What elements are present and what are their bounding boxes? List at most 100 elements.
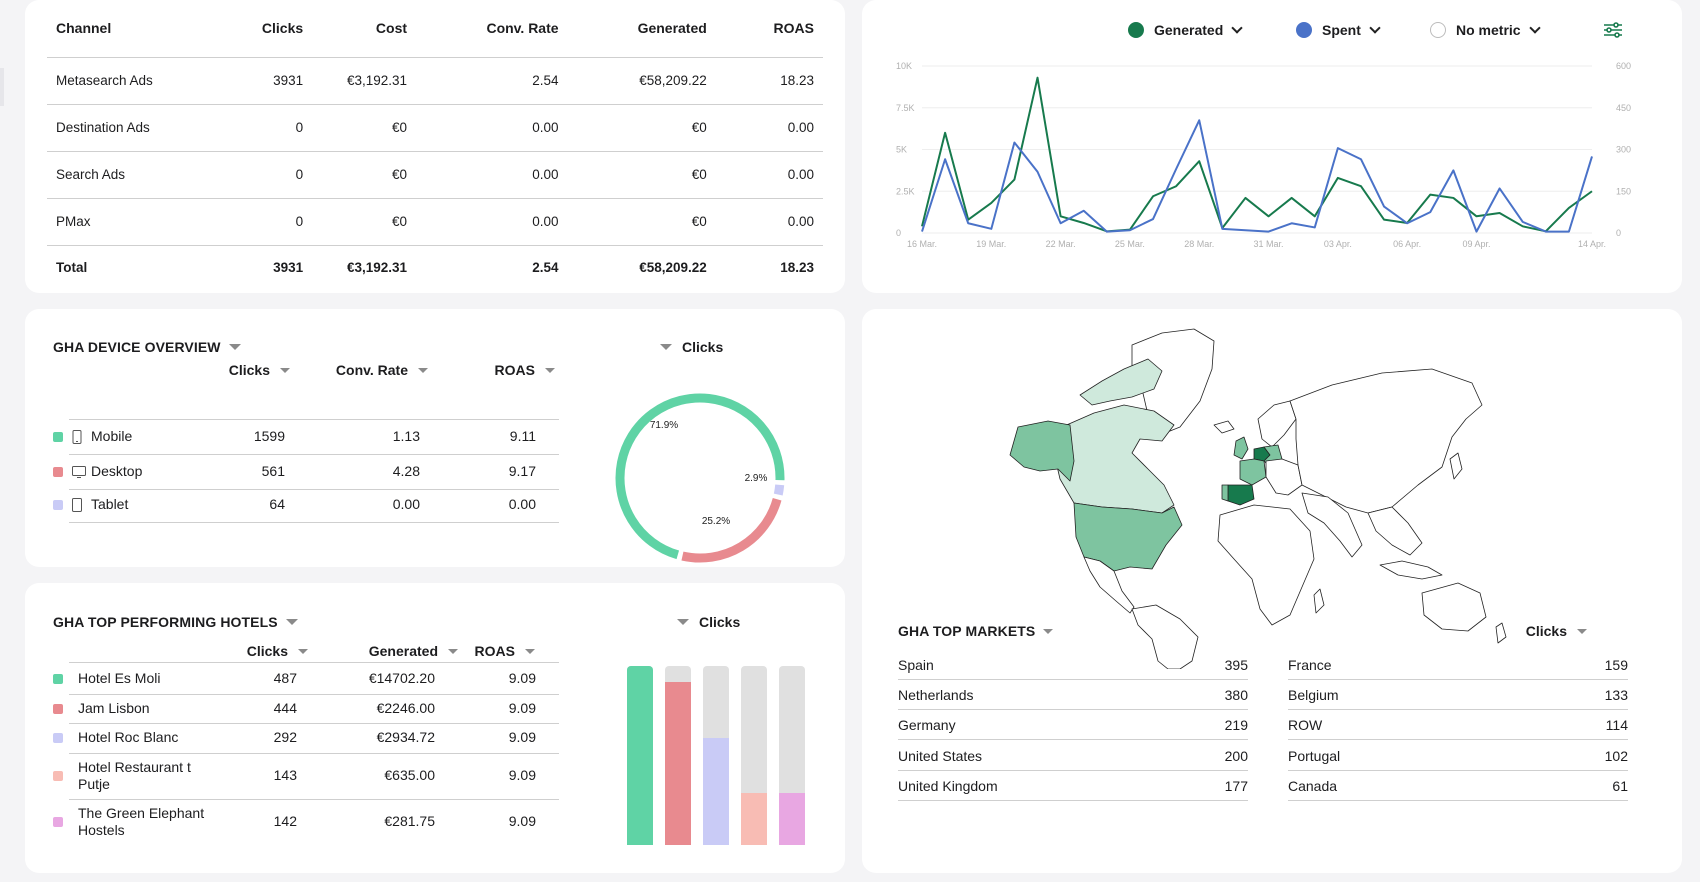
markets-metric-selector[interactable]: Clicks	[1526, 623, 1587, 639]
hotel-roas: 9.09	[508, 767, 536, 783]
y-left-tick-label: 10K	[896, 61, 912, 71]
market-row: Netherlands 380	[898, 687, 1248, 710]
device-conv-rate: 4.28	[392, 463, 420, 479]
market-value: 159	[1604, 657, 1628, 673]
device-name: Mobile	[91, 428, 133, 444]
legend-spent[interactable]: Spent	[1296, 21, 1381, 38]
scrollbar-edge	[0, 68, 4, 106]
map-region-canada-islands	[1079, 358, 1163, 406]
total-cell: Total	[56, 260, 88, 276]
table-cell: PMax	[47, 198, 210, 246]
table-cell: €0	[567, 104, 716, 152]
total-cell: 3931	[273, 260, 304, 276]
market-value: 395	[1224, 657, 1248, 673]
device-conv-rate: 0.00	[392, 496, 420, 512]
map-region-uk	[1233, 436, 1249, 460]
sliders-icon[interactable]	[1602, 20, 1624, 40]
hotel-column-header[interactable]: ROAS	[435, 643, 535, 659]
market-country: United States	[898, 748, 983, 764]
legend-swatch	[53, 733, 63, 743]
hotels-metric-selector[interactable]: Clicks	[677, 614, 740, 630]
top-markets-title[interactable]: GHA TOP MARKETS	[898, 623, 1054, 639]
map-region-canada	[1053, 404, 1175, 514]
market-value: 114	[1605, 717, 1628, 733]
device-overview-title-text: GHA DEVICE OVERVIEW	[53, 339, 221, 355]
table-cell: €0	[312, 198, 417, 246]
caret-down-icon	[448, 648, 458, 654]
legend-generated[interactable]: Generated	[1128, 21, 1243, 38]
table-row: Metasearch Ads 3931 €3,192.31 2.54 €58,209.2…	[47, 57, 823, 105]
table-cell: 0	[209, 198, 313, 246]
mobile-phone-icon	[72, 430, 82, 449]
spent-dot-icon	[1296, 22, 1312, 38]
total-cell: 18.23	[780, 260, 814, 276]
y-right-tick-label: 0	[1616, 228, 1621, 238]
top-markets-card: GHA TOP MARKETS Clicks Spain 395 Netherlan…	[862, 309, 1682, 873]
total-cell: €58,209.22	[639, 260, 707, 276]
top-markets-title-text: GHA TOP MARKETS	[898, 623, 1036, 639]
market-country: France	[1288, 657, 1332, 673]
hotel-column-header-label: Generated	[368, 643, 438, 659]
x-tick-label: 03 Apr.	[1324, 239, 1352, 249]
hotel-name: Hotel Roc Blanc	[78, 729, 179, 745]
tablet-icon	[72, 498, 82, 517]
top-hotels-card: GHA TOP PERFORMING HOTELS Clicks Clicks G…	[25, 583, 845, 873]
legend-spent-label: Spent	[1322, 22, 1361, 38]
market-row: Canada 61	[1288, 778, 1628, 801]
device-clicks: 1599	[253, 428, 285, 444]
device-metric-selector[interactable]: Clicks	[660, 339, 723, 355]
table-cell: 0.00	[715, 151, 823, 199]
top-hotels-title[interactable]: GHA TOP PERFORMING HOTELS	[53, 614, 298, 630]
market-country: United Kingdom	[898, 778, 998, 794]
caret-down-icon	[418, 367, 428, 373]
device-column-header[interactable]: Clicks	[180, 362, 290, 378]
channel-table: Channel Clicks Cost Conv. Rate Generated ROAS…	[47, 0, 823, 290]
market-row: Portugal 102	[1288, 748, 1628, 771]
hotel-generated: €2934.72	[376, 729, 435, 745]
column-header: Cost	[312, 0, 417, 58]
no-metric-dot-icon	[1430, 22, 1446, 38]
device-roas: 9.17	[508, 463, 536, 479]
legend-no-metric[interactable]: No metric	[1430, 21, 1541, 38]
device-column-header-label: Clicks	[228, 362, 270, 378]
legend-swatch	[53, 674, 63, 684]
market-value: 133	[1604, 687, 1628, 703]
device-donut-chart: 71.9% 25.2% 2.9%	[615, 393, 785, 563]
donut-slice	[681, 497, 782, 563]
device-column-header-label: ROAS	[494, 362, 535, 378]
market-value: 200	[1224, 748, 1248, 764]
divider	[69, 662, 559, 663]
divider	[69, 799, 559, 800]
x-tick-label: 19 Mar.	[976, 239, 1006, 249]
x-tick-label: 31 Mar.	[1254, 239, 1284, 249]
device-column-header[interactable]: Conv. Rate	[308, 362, 428, 378]
market-row: France 159	[1288, 657, 1628, 680]
device-name: Desktop	[91, 463, 143, 479]
caret-down-icon	[677, 619, 689, 625]
bar-fill	[779, 793, 805, 845]
caret-down-icon	[660, 344, 672, 350]
legend-swatch	[53, 432, 63, 442]
table-cell: Metasearch Ads	[47, 57, 210, 105]
divider	[69, 723, 559, 724]
device-conv-rate: 1.13	[392, 428, 420, 444]
market-country: ROW	[1288, 717, 1323, 733]
hotel-column-header[interactable]: Generated	[323, 643, 458, 659]
donut-slice	[615, 393, 785, 560]
hotel-clicks: 143	[273, 767, 297, 783]
donut-label: 2.9%	[745, 473, 768, 484]
market-value: 177	[1224, 778, 1248, 794]
device-column-header[interactable]: ROAS	[435, 362, 555, 378]
device-overview-title[interactable]: GHA DEVICE OVERVIEW	[53, 339, 241, 355]
hotel-column-header[interactable]: Clicks	[205, 643, 308, 659]
caret-down-icon	[228, 344, 241, 350]
table-cell: €3,192.31	[312, 57, 417, 105]
caret-down-icon	[285, 619, 298, 625]
table-cell: Destination Ads	[47, 104, 210, 152]
divider	[69, 522, 559, 523]
caret-down-icon	[1577, 628, 1587, 634]
x-tick-label: 09 Apr.	[1462, 239, 1490, 249]
divider	[69, 419, 559, 420]
market-country: Canada	[1288, 778, 1338, 794]
column-header: Generated	[567, 0, 716, 58]
